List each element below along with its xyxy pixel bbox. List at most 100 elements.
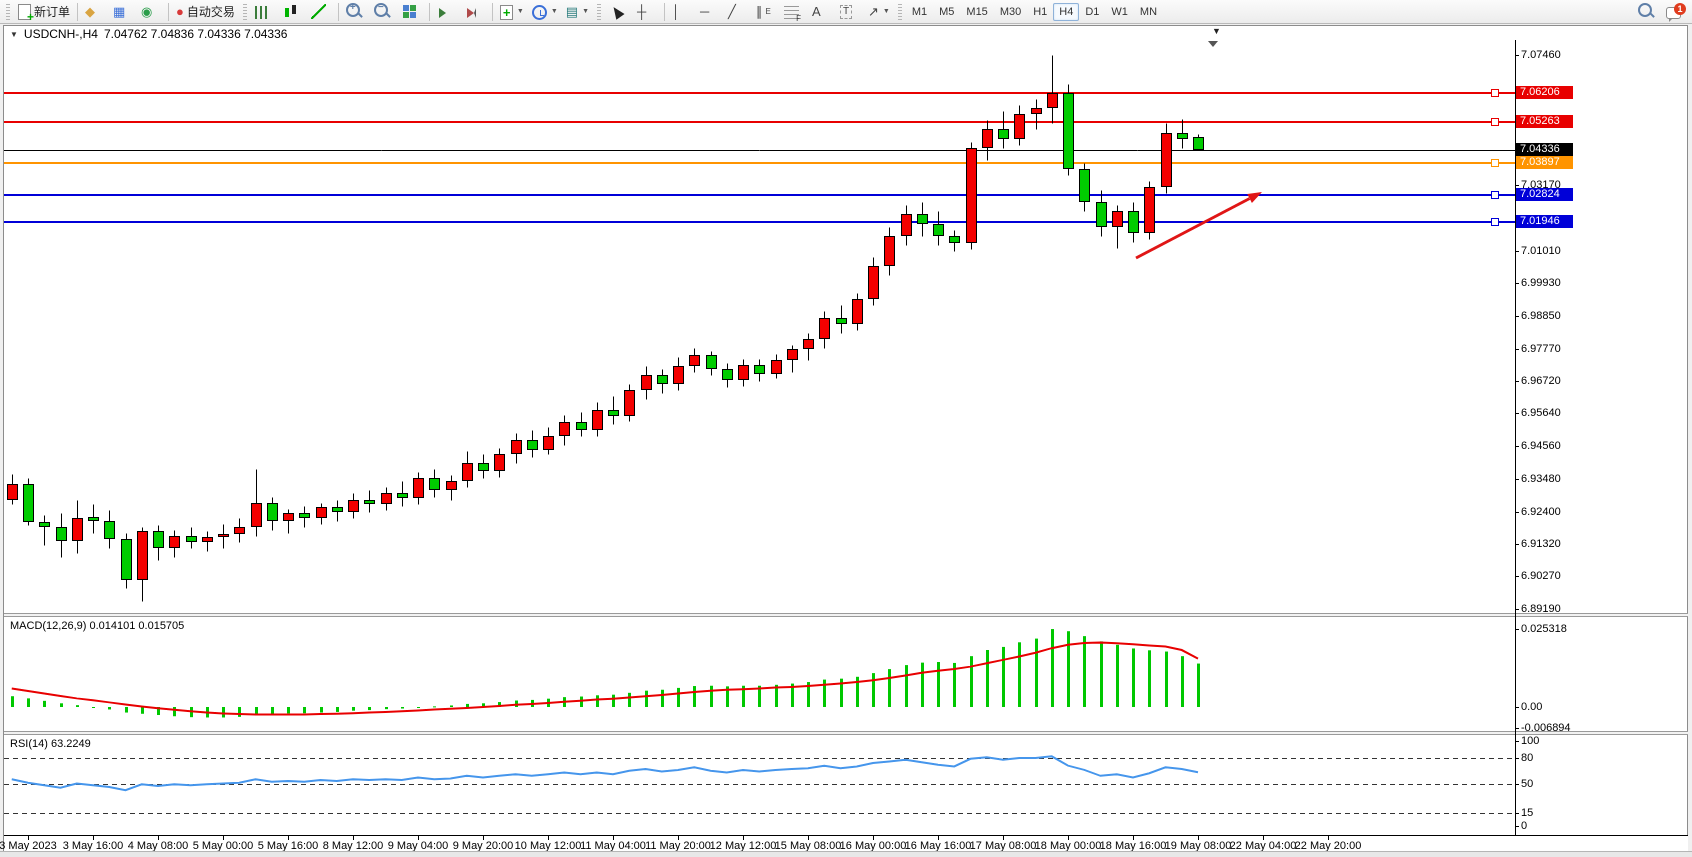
rsi-axis-label: 15 [1521, 807, 1534, 819]
timeframe-button-d1[interactable]: D1 [1085, 5, 1100, 18]
search-icon [1638, 3, 1652, 17]
timeframe-button-m15[interactable]: M15 [966, 5, 988, 18]
toolbar-grip[interactable] [897, 3, 902, 20]
arrows-button[interactable]: ↗ ▼ [864, 1, 894, 23]
time-tick [223, 836, 224, 840]
indicators-button[interactable]: ▼ [496, 1, 528, 23]
timeframe-button-w1[interactable]: W1 [1111, 5, 1128, 18]
current-price-label: 7.04336 [1516, 143, 1573, 156]
timeframe-button-mn[interactable]: MN [1139, 5, 1158, 18]
line-chart-button[interactable] [307, 1, 335, 23]
chart-dropdown-icon[interactable]: ▼ [10, 29, 18, 39]
time-label: 22 May 20:00 [1294, 840, 1362, 852]
toolbar-separator [77, 2, 79, 21]
time-label: 18 May 00:00 [1034, 840, 1102, 852]
macd-tick-dash [1515, 728, 1519, 729]
zoom-in-button[interactable] [342, 1, 370, 23]
macd-axis-label: -0.006894 [1521, 722, 1571, 734]
price-tick-label: 6.98850 [1521, 310, 1561, 322]
macd-indicator-label: MACD(12,26,9) 0.014101 0.015705 [10, 620, 185, 632]
rsi-axis-label: 80 [1521, 752, 1534, 764]
price-tick-dash [1515, 512, 1519, 513]
zoom-out-button[interactable] [370, 1, 398, 23]
status-bar [0, 851, 1692, 857]
price-tick-dash [1515, 55, 1519, 56]
templates-button[interactable]: ▤ ▼ [562, 1, 593, 23]
styles-button[interactable]: ◆ [81, 1, 109, 23]
toolbar: 新订单◆▦◉●自动交易▼▼▤▼┼│─╱∥EAT↗▼M1M5M15M30H1H4D… [0, 0, 1692, 24]
macd-panel-chart[interactable] [4, 617, 1515, 731]
timeframe-button-m30[interactable]: M30 [999, 5, 1022, 18]
crosshair-button[interactable]: ┼ [633, 1, 661, 23]
time-label: 5 May 16:00 [257, 840, 319, 852]
dropdown-caret-icon[interactable]: ▼ [550, 8, 558, 15]
panel-splitter[interactable] [4, 731, 1688, 735]
chart-window-button[interactable]: ▦ [109, 1, 137, 23]
price-tick-label: 6.96720 [1521, 375, 1561, 387]
auto-scroll-button[interactable] [433, 1, 461, 23]
dropdown-caret-icon[interactable]: ▼ [882, 8, 890, 15]
chart-shift-button[interactable] [461, 1, 489, 23]
rsi-panel-chart[interactable] [4, 735, 1515, 835]
time-tick [678, 836, 679, 840]
toolbar-grip[interactable] [6, 3, 10, 20]
tile-windows-button[interactable] [398, 1, 426, 23]
cursor-button[interactable] [605, 1, 633, 23]
dropdown-caret-icon[interactable]: ▼ [516, 8, 524, 15]
timeframe-button-m5[interactable]: M5 [939, 5, 955, 18]
fibonacci-button[interactable] [780, 1, 808, 23]
rsi-tick-dash [1515, 826, 1519, 827]
candles-chart-button[interactable] [279, 1, 307, 23]
time-tick [483, 836, 484, 840]
periods-button[interactable]: ▼ [528, 1, 562, 23]
dropdown-caret-icon[interactable]: ▼ [582, 8, 589, 15]
macd-axis-label: 0.025318 [1521, 623, 1567, 635]
timeframe-button-h4[interactable]: H4 [1053, 2, 1080, 21]
chart-title-bar: ▼ USDCNH-,H4 7.04762 7.04836 7.04336 7.0… [4, 27, 1687, 41]
time-tick [158, 836, 159, 840]
price-tick-dash [1515, 283, 1519, 284]
label-button[interactable]: T [836, 1, 864, 23]
time-label: 8 May 12:00 [322, 840, 384, 852]
horizontal-line-icon: ─ [700, 3, 710, 19]
main-price-chart[interactable] [4, 40, 1515, 613]
price-line-label: 7.06206 [1516, 86, 1573, 99]
timeframe-button-m1[interactable]: M1 [911, 5, 928, 18]
vertical-line-button[interactable]: │ [668, 1, 696, 23]
time-tick [1328, 836, 1329, 840]
chart-shift-marker-icon[interactable]: ▼ [1212, 26, 1221, 36]
price-tick-label: 7.01010 [1521, 245, 1561, 257]
autotrade-label: 自动交易 [186, 5, 235, 19]
time-label: 16 May 16:00 [904, 840, 972, 852]
label-icon: T [840, 4, 853, 19]
time-tick [613, 836, 614, 840]
chat-button[interactable]: 1 [1662, 1, 1690, 23]
time-tick [288, 836, 289, 840]
trendline-button[interactable]: ╱ [724, 1, 752, 23]
bars-chart-button[interactable] [251, 1, 279, 23]
line-chart-icon [310, 4, 326, 19]
timeframe-button-h1[interactable]: H1 [1033, 5, 1048, 18]
cursor-icon [609, 4, 625, 20]
text-button[interactable]: A [808, 1, 836, 23]
autotrade-button[interactable]: ● 自动交易 [172, 1, 239, 23]
price-tick-label: 6.94560 [1521, 440, 1561, 452]
zoom-in-icon [345, 2, 360, 17]
macd-tick-dash [1515, 629, 1519, 630]
search-button[interactable] [1634, 1, 1662, 23]
time-label: 3 May 2023 [0, 840, 57, 852]
horizontal-line-button[interactable]: ─ [696, 1, 724, 23]
toolbar-separator [428, 2, 430, 21]
time-label: 3 May 16:00 [62, 840, 124, 852]
time-axis[interactable]: 3 May 2023 3 May 16:00 4 May 08:00 5 May 00… [0, 835, 1688, 852]
signals-button[interactable]: ◉ [137, 1, 165, 23]
toolbar-grip[interactable] [597, 3, 601, 20]
time-label: 9 May 04:00 [387, 840, 449, 852]
bars-chart-icon [254, 5, 270, 19]
panel-splitter[interactable] [4, 613, 1688, 617]
channel-button[interactable]: ∥ E [752, 1, 780, 23]
time-tick [873, 836, 874, 840]
toolbar-grip[interactable] [242, 3, 247, 20]
new-order-button[interactable]: 新订单 [14, 1, 74, 24]
